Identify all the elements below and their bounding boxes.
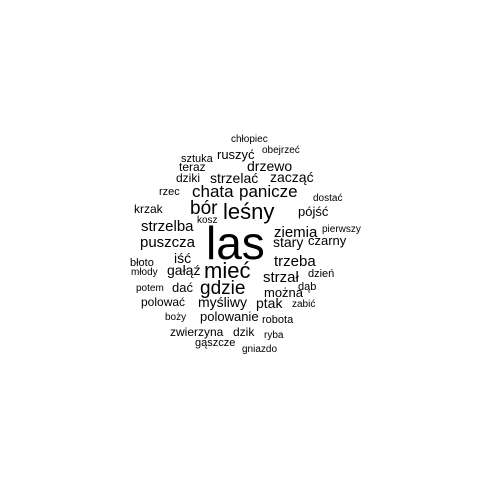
word-panicze: panicze [239,182,298,201]
word-krzak: krzak [134,202,164,216]
word-dziki: dziki [176,171,200,185]
word-obejrzec: obejrzeć [262,145,300,156]
word-ruszyc: ruszyć [217,147,255,162]
word-robota: robota [262,314,294,326]
word-strzal: strzał [263,269,300,286]
word-czarny: czarny [308,233,347,248]
word-pojsc: pójść [298,204,329,219]
word-mozna: można [264,285,304,300]
word-zwierzyna: zwierzyna [170,325,224,339]
word-dzien: dzień [308,268,334,280]
word-dzik: dzik [233,325,255,339]
word-ziemia: ziemia [274,224,318,241]
word-polowanie: polowanie [200,309,259,324]
word-kosz: kosz [197,215,218,226]
word-miec: mieć [204,258,250,283]
word-dab: dąb [298,281,316,293]
word-bloto: błoto [130,257,154,269]
word-isc: iść [174,250,191,266]
word-gdzie: gdzie [200,278,245,299]
word-pierwszy: pierwszy [322,224,361,235]
word-zabic: zabić [292,299,315,310]
word-strzelba: strzelba [141,218,194,235]
word-sztuka: sztuka [181,153,214,165]
word-mysliwy: myśliwy [198,294,247,310]
word-chlopiec: chłopiec [231,134,268,145]
word-dac: dać [172,280,193,295]
word-gniazdo: gniazdo [242,344,277,355]
word-bozy: boży [165,312,186,323]
word-las: las [206,217,265,269]
word-teraz: teraz [179,160,206,174]
word-polowac: polować [141,295,185,309]
word-rzec: rzec [159,186,180,198]
word-stary: stary [273,234,303,250]
word-lesny: leśny [223,199,274,224]
word-galaz: gałąź [167,262,200,278]
word-trzeba: trzeba [274,253,316,270]
word-strzelac: strzelać [210,170,258,186]
word-ptak: ptak [256,295,283,311]
word-gaszcze: gąszcze [195,337,235,349]
word-potem: potem [136,283,164,294]
word-chata: chata [192,182,234,201]
word-puszcza: puszcza [140,234,196,251]
word-bor: bór [190,198,218,219]
word-drzewo: drzewo [247,158,292,174]
word-zaczac: zacząć [270,169,314,185]
word-mlody: młody [131,267,158,278]
word-ryba: ryba [264,330,284,341]
word-dostac: dostać [313,193,342,204]
